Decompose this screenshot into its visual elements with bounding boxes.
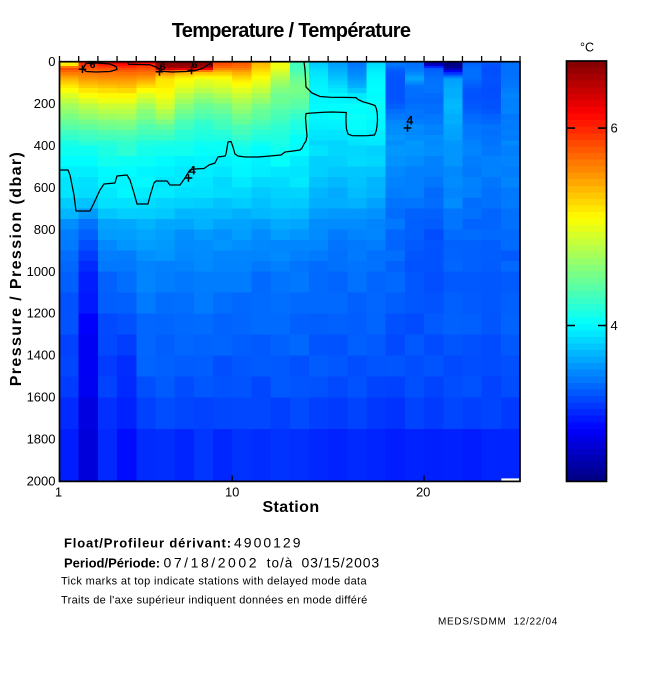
svg-text:4: 4 — [189, 164, 196, 178]
svg-text:Tick marks at top indicate sta: Tick marks at top indicate stations with… — [61, 576, 367, 588]
svg-text:200: 200 — [34, 96, 56, 111]
svg-text:Traits de l'axe supérieur indi: Traits de l'axe supérieur indiquent donn… — [61, 595, 368, 607]
svg-text:20: 20 — [416, 485, 430, 500]
svg-text:1000: 1000 — [27, 264, 56, 279]
svg-text:1800: 1800 — [27, 432, 56, 447]
svg-text:4: 4 — [406, 114, 413, 128]
svg-text:Pressure / Pression (dbar): Pressure / Pression (dbar) — [8, 151, 25, 387]
svg-text:1200: 1200 — [27, 306, 56, 321]
svg-text:800: 800 — [34, 222, 56, 237]
svg-text:Station: Station — [262, 499, 319, 516]
svg-text:6: 6 — [192, 59, 198, 71]
svg-text:1400: 1400 — [27, 348, 56, 363]
svg-text:6: 6 — [90, 59, 96, 71]
svg-text:6: 6 — [611, 121, 618, 136]
svg-text:2000: 2000 — [27, 474, 56, 489]
svg-text:MEDS/SDMM 12/22/04: MEDS/SDMM 12/22/04 — [438, 617, 558, 628]
svg-text:1600: 1600 — [27, 390, 56, 405]
svg-text:1: 1 — [55, 485, 62, 500]
svg-text:0: 0 — [48, 54, 55, 69]
svg-text:10: 10 — [225, 485, 239, 500]
svg-text:4: 4 — [611, 318, 618, 333]
svg-text:Temperature / Température: Temperature / Température — [172, 20, 411, 42]
svg-text:600: 600 — [34, 180, 56, 195]
svg-text:400: 400 — [34, 138, 56, 153]
svg-text:°C: °C — [580, 41, 594, 55]
svg-text:Float/Profileur dérivant:49001: Float/Profileur dérivant: 4900129 — [64, 535, 303, 551]
svg-text:6: 6 — [160, 61, 166, 73]
